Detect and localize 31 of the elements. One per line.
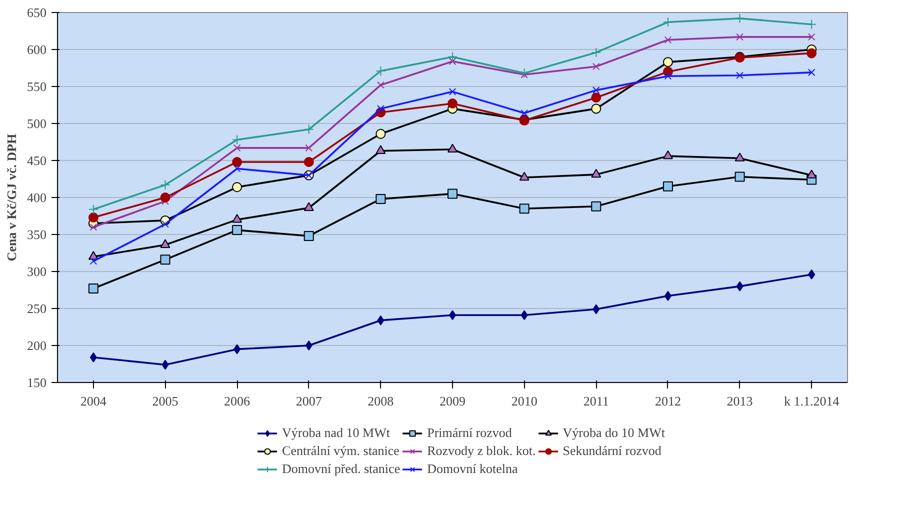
x-tick-label: 2006	[224, 394, 251, 408]
x-tick-label: 2011	[583, 394, 609, 408]
y-tick-label: 400	[27, 190, 46, 205]
y-tick-label: 200	[27, 338, 46, 353]
x-tick-label: 2012	[654, 394, 681, 408]
legend-label: Rozvody z blok. kot.	[427, 443, 536, 459]
x-tick-label: 2008	[368, 394, 394, 408]
legend-label: Centrální vým. stanice	[282, 443, 400, 459]
legend-label: Výroba do 10 MWt	[562, 425, 665, 441]
x-tick-label: 2013	[726, 394, 753, 408]
x-tick-label: 2004	[80, 394, 107, 408]
legend-label: Primární rozvod	[427, 425, 512, 441]
y-tick-label: 550	[27, 79, 46, 94]
y-tick-label: 450	[27, 153, 46, 168]
x-tick-label: 2009	[440, 394, 466, 408]
x-tick-label: 2005	[152, 394, 178, 408]
y-tick-label: 600	[27, 42, 46, 57]
y-tick-label: 500	[27, 116, 46, 131]
legend-label: Domovní kotelna	[427, 461, 518, 477]
y-tick-label: 250	[27, 301, 46, 316]
y-tick-label: 150	[27, 375, 46, 390]
y-tick-label: 650	[27, 5, 46, 20]
x-tick-label: 2010	[511, 394, 538, 408]
legend-label: Výroba nad 10 MWt	[282, 425, 390, 441]
x-tick-label: 2007	[296, 394, 322, 408]
x-tick-label: k 1.1.2014	[784, 394, 840, 408]
y-tick-label: 350	[27, 227, 46, 242]
legend-label: Sekundární rozvod	[562, 443, 662, 459]
legend-label: Domovní před. stanice	[282, 461, 400, 477]
y-tick-label: 300	[27, 264, 46, 279]
y-axis-title: Cena v Kč/GJ vč. DPH	[4, 134, 19, 262]
